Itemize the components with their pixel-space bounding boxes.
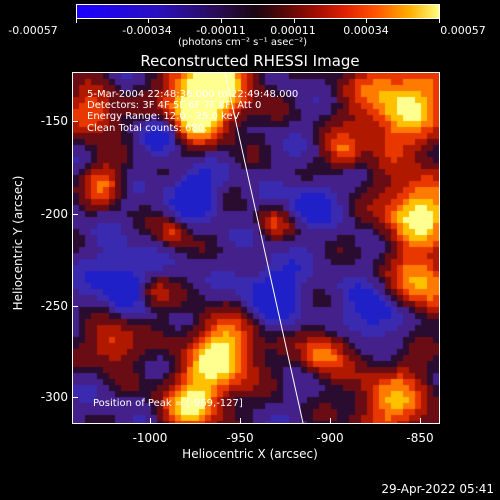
x-tick-mark xyxy=(150,418,151,424)
x-tick-label: -1000 xyxy=(132,431,168,445)
x-tick-label: -850 xyxy=(406,431,434,445)
x-tick-label: -900 xyxy=(316,431,344,445)
colorbar-tick-mark xyxy=(148,18,149,23)
colorbar-tick-mark xyxy=(439,18,440,23)
plot-title: Reconstructed RHESSI Image xyxy=(140,52,360,70)
colorbar-tick-mark xyxy=(366,18,367,23)
colorbar-units: (photons cm⁻² s⁻¹ asec⁻²) xyxy=(178,37,308,48)
timestamp: 29-Apr-2022 05:41 xyxy=(381,482,494,496)
x-tick-mark xyxy=(330,418,331,424)
limb-line xyxy=(224,73,304,423)
y-axis-title: Heliocentric Y (arcsec) xyxy=(11,175,25,311)
y-tick-label: -300 xyxy=(40,390,68,404)
colorbar-tick-label: 0.00034 xyxy=(343,24,389,37)
colorbar-tick-mark xyxy=(294,18,295,23)
info-detectors: Detectors: 3F 4F 5F 6F 7F 8F, Att 0 xyxy=(87,100,262,111)
y-tick-mark xyxy=(72,214,78,215)
info-time: 5-Mar-2004 22:48:36.000 to 22:49:48.000 xyxy=(87,89,299,100)
peak-position: Position of Peak = [-969,-127] xyxy=(93,398,243,409)
rhessi-image: 5-Mar-2004 22:48:36.000 to 22:49:48.000 … xyxy=(72,72,440,424)
colorbar-tick-label: 0.00011 xyxy=(270,24,316,37)
colorbar-tick-label: -0.00011 xyxy=(196,24,246,37)
y-tick-mark xyxy=(72,397,78,398)
x-axis-title: Heliocentric X (arcsec) xyxy=(182,447,318,461)
colorbar-tick-label: 0.00057 xyxy=(440,24,486,37)
heatmap-canvas xyxy=(73,73,439,423)
x-tick-label: -950 xyxy=(226,431,254,445)
y-tick-label: -250 xyxy=(40,299,68,313)
x-tick-mark xyxy=(240,418,241,424)
info-counts: Clean Total counts: 680. xyxy=(87,123,208,134)
colorbar-tick-mark xyxy=(221,18,222,23)
y-tick-label: -200 xyxy=(40,207,68,221)
colorbar-tick-mark xyxy=(76,18,77,23)
colorbar xyxy=(76,4,440,19)
colorbar-tick-label: -0.00034 xyxy=(122,24,172,37)
x-tick-mark xyxy=(420,418,421,424)
info-energy: Energy Range: 12.0 - 25.0 keV xyxy=(87,111,240,122)
colorbar-tick-label: -0.00057 xyxy=(8,24,58,37)
y-tick-mark xyxy=(72,121,78,122)
y-tick-label: -150 xyxy=(40,114,68,128)
y-tick-mark xyxy=(72,306,78,307)
